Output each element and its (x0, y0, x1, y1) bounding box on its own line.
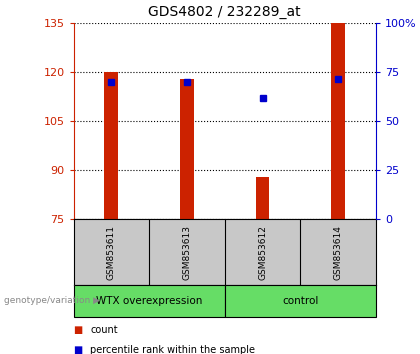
Text: GSM853612: GSM853612 (258, 225, 267, 280)
Text: control: control (282, 296, 318, 306)
Bar (180, 79, 194, 219)
Text: count: count (90, 325, 118, 335)
Text: percentile rank within the sample: percentile rank within the sample (90, 344, 255, 354)
Text: WTX overexpression: WTX overexpression (96, 296, 202, 306)
FancyBboxPatch shape (225, 285, 376, 317)
FancyBboxPatch shape (74, 285, 225, 317)
Text: GSM853611: GSM853611 (107, 225, 116, 280)
Bar (105, 72, 118, 219)
Text: GSM853614: GSM853614 (333, 225, 343, 280)
Text: ■: ■ (74, 325, 83, 335)
Bar (256, 177, 269, 219)
Text: GSM853613: GSM853613 (182, 225, 192, 280)
Title: GDS4802 / 232289_at: GDS4802 / 232289_at (148, 5, 301, 19)
Text: ■: ■ (74, 344, 83, 354)
Bar (331, 23, 345, 219)
Text: genotype/variation ▶: genotype/variation ▶ (4, 296, 100, 306)
